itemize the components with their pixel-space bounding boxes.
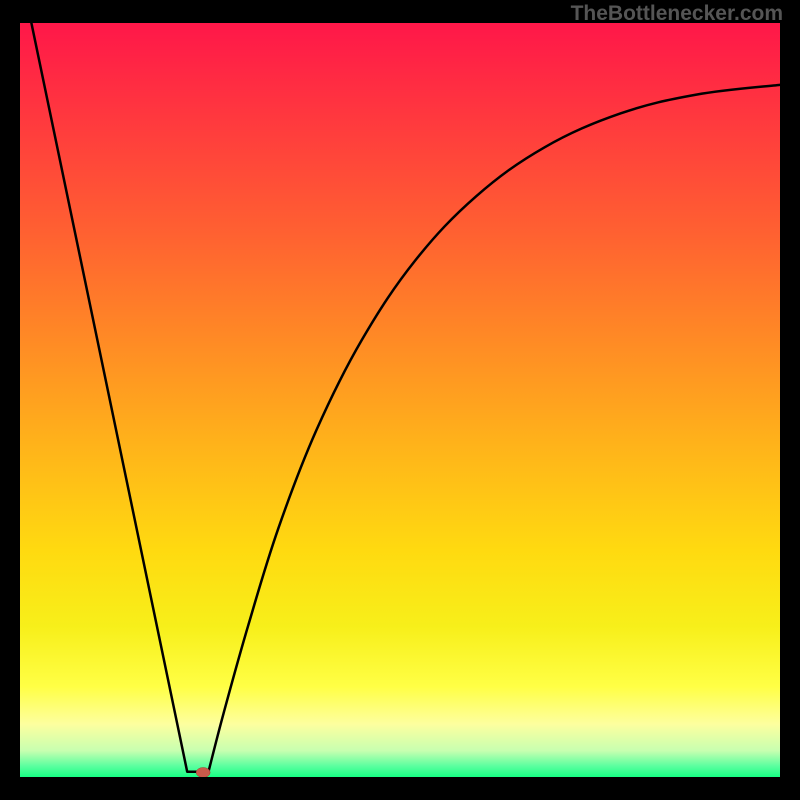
optimum-marker: [196, 767, 210, 777]
watermark-text: TheBottlenecker.com: [571, 2, 783, 26]
chart-frame: TheBottlenecker.com: [0, 0, 800, 800]
chart-svg: [20, 23, 780, 777]
plot-area: [20, 23, 780, 777]
gradient-background: [20, 23, 780, 777]
